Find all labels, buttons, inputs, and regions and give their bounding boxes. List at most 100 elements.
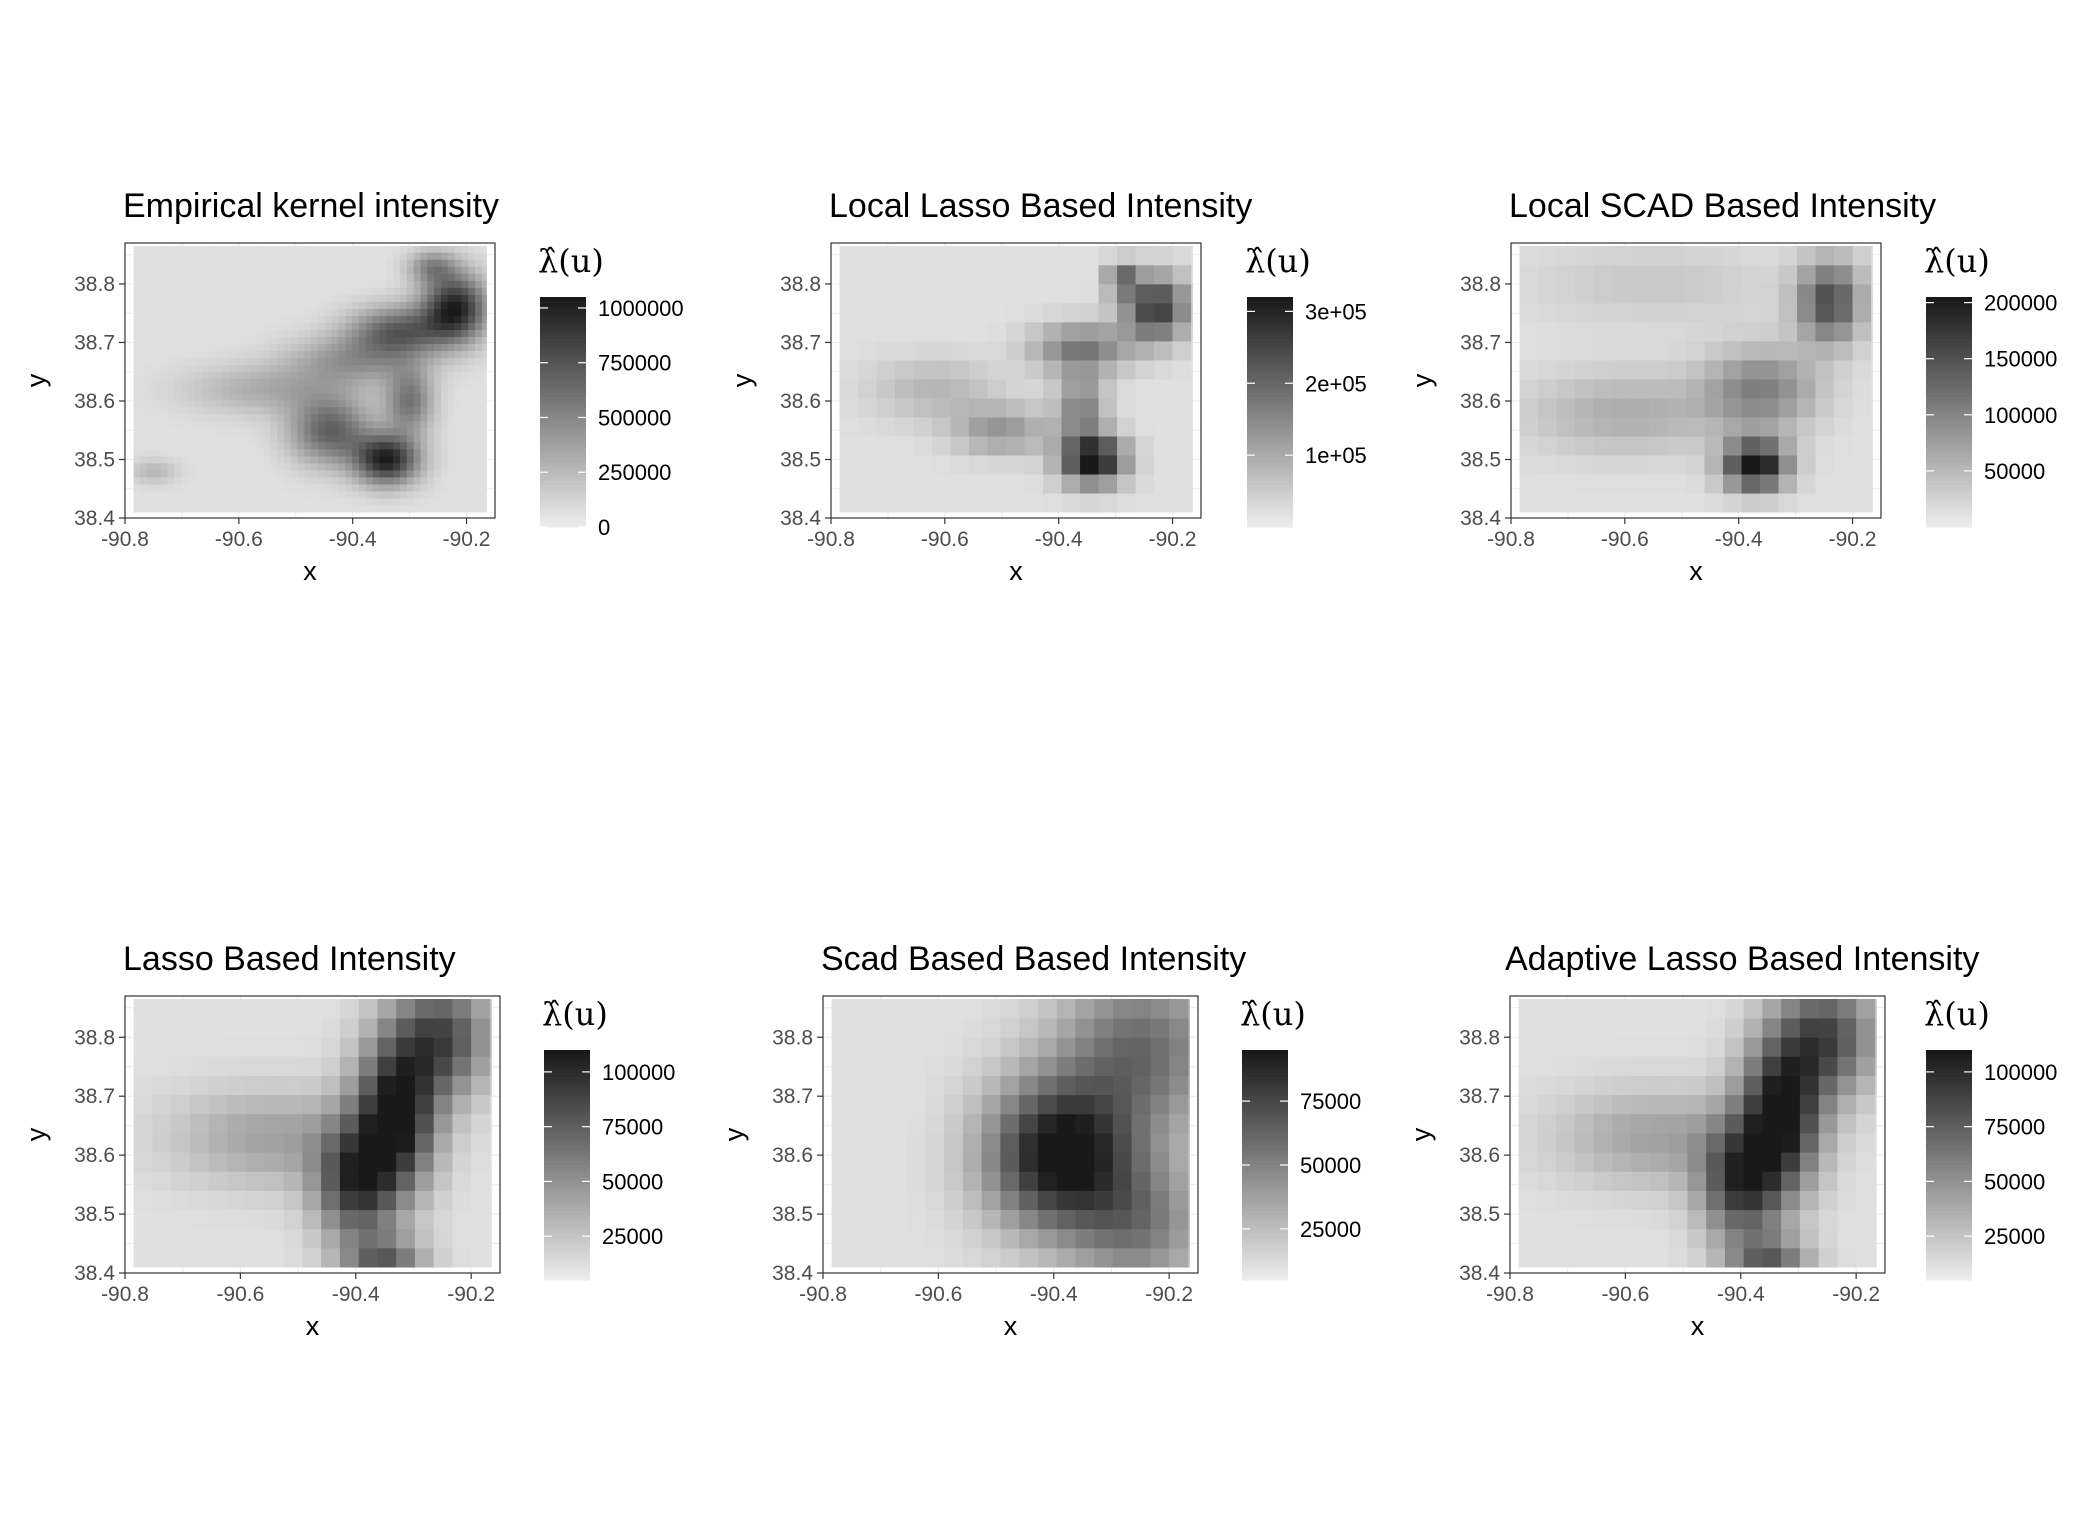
- heat-tile: [1556, 1152, 1576, 1172]
- heat-tile: [858, 341, 877, 361]
- heat-tile: [372, 371, 380, 380]
- heat-tile: [297, 371, 305, 380]
- heat-tile: [1612, 302, 1631, 323]
- heat-tile: [283, 455, 292, 464]
- heat-tile: [1760, 417, 1779, 437]
- heat-tile: [1169, 1018, 1189, 1038]
- heat-tile: [981, 1037, 1001, 1057]
- heat-tile: [358, 399, 367, 408]
- heat-tile: [167, 371, 175, 380]
- x-tick-label: -90.2: [1145, 1283, 1193, 1306]
- heat-tile: [263, 322, 271, 330]
- heat-tile: [1778, 283, 1798, 304]
- heat-tile: [215, 322, 223, 330]
- heat-tile: [944, 1209, 964, 1230]
- heat-tile: [324, 505, 333, 513]
- heat-tile: [167, 287, 175, 295]
- heat-tile: [1556, 1171, 1576, 1191]
- heat-tile: [290, 385, 298, 394]
- heat-tile: [242, 505, 251, 513]
- heat-tile: [913, 341, 933, 361]
- heat-tile: [1037, 1018, 1058, 1038]
- heat-tile: [1815, 283, 1835, 304]
- heat-tile: [850, 1209, 870, 1230]
- heat-tile: [345, 280, 353, 288]
- heat-tile: [393, 491, 401, 499]
- heat-tile: [242, 315, 251, 323]
- heat-tile: [944, 1133, 964, 1153]
- heat-tile: [215, 315, 223, 323]
- heat-tile: [242, 350, 251, 359]
- heat-tile: [396, 1133, 416, 1153]
- heat-tile: [831, 998, 851, 1019]
- heat-tile: [1172, 341, 1192, 361]
- legend-gradient-step: [1926, 1168, 1972, 1174]
- heat-tile: [222, 315, 230, 323]
- heat-tile: [1815, 379, 1835, 399]
- legend-gradient-step: [1242, 1134, 1288, 1139]
- heat-tile: [358, 484, 367, 492]
- heat-tile: [1667, 474, 1687, 494]
- heat-tile: [1706, 1190, 1726, 1211]
- y-tick-label: 38.8: [1460, 273, 1501, 296]
- heat-tile: [215, 477, 223, 485]
- heat-tile: [167, 357, 175, 366]
- heat-tile: [264, 1075, 285, 1096]
- heat-tile: [249, 491, 257, 499]
- heat-tile: [440, 427, 449, 436]
- heat-tile: [1575, 341, 1594, 361]
- heat-tile: [331, 245, 339, 253]
- heat-tile: [358, 308, 367, 316]
- heat-tile: [427, 455, 435, 464]
- heat-tile: [304, 455, 312, 464]
- heat-tile: [1519, 341, 1539, 361]
- heat-tile: [331, 280, 339, 288]
- heat-tile: [133, 463, 141, 471]
- heat-tile: [1519, 455, 1539, 475]
- heat-tile: [324, 385, 333, 394]
- legend-gradient-step: [1242, 1176, 1288, 1181]
- heat-tile: [317, 252, 326, 260]
- heat-tile: [358, 357, 367, 366]
- heat-tile: [311, 301, 319, 309]
- heat-tile: [969, 321, 988, 342]
- heat-tile: [236, 477, 244, 485]
- heat-tile: [1191, 321, 1193, 342]
- heat-tile: [1037, 1094, 1058, 1115]
- heat-tile: [406, 441, 414, 450]
- heat-tile: [317, 385, 326, 394]
- heat-tile: [399, 463, 408, 471]
- heat-tile: [372, 448, 380, 457]
- heat-tile: [283, 1247, 303, 1268]
- heat-tile: [481, 406, 487, 415]
- heat-tile: [338, 280, 346, 288]
- heat-tile: [201, 280, 210, 288]
- heat-tile: [222, 434, 230, 443]
- heat-tile: [481, 273, 487, 281]
- heat-tile: [1852, 245, 1872, 266]
- heat-tile: [297, 441, 305, 450]
- heat-tile: [133, 357, 141, 366]
- heat-tile: [304, 357, 312, 366]
- heat-tile: [174, 266, 182, 274]
- heat-tile: [263, 343, 271, 352]
- heat-tile: [345, 287, 353, 295]
- heat-tile: [399, 420, 408, 429]
- legend-tick-label: 100000: [1984, 403, 2057, 428]
- heat-tile: [962, 1171, 983, 1191]
- heat-tile: [372, 392, 380, 401]
- heat-tile: [297, 259, 305, 267]
- heat-tile: [297, 287, 305, 295]
- heat-tile: [1852, 474, 1872, 494]
- heat-tile: [174, 371, 182, 380]
- heat-tile: [358, 350, 367, 359]
- heat-tile: [283, 294, 292, 302]
- heat-tile: [304, 441, 312, 450]
- heat-tile: [208, 1056, 228, 1076]
- heat-tile: [447, 259, 455, 267]
- heat-tile: [317, 266, 326, 274]
- legend-gradient-step: [1247, 446, 1293, 451]
- heat-tile: [263, 477, 271, 485]
- heat-tile: [839, 493, 859, 513]
- heat-tile: [236, 245, 244, 253]
